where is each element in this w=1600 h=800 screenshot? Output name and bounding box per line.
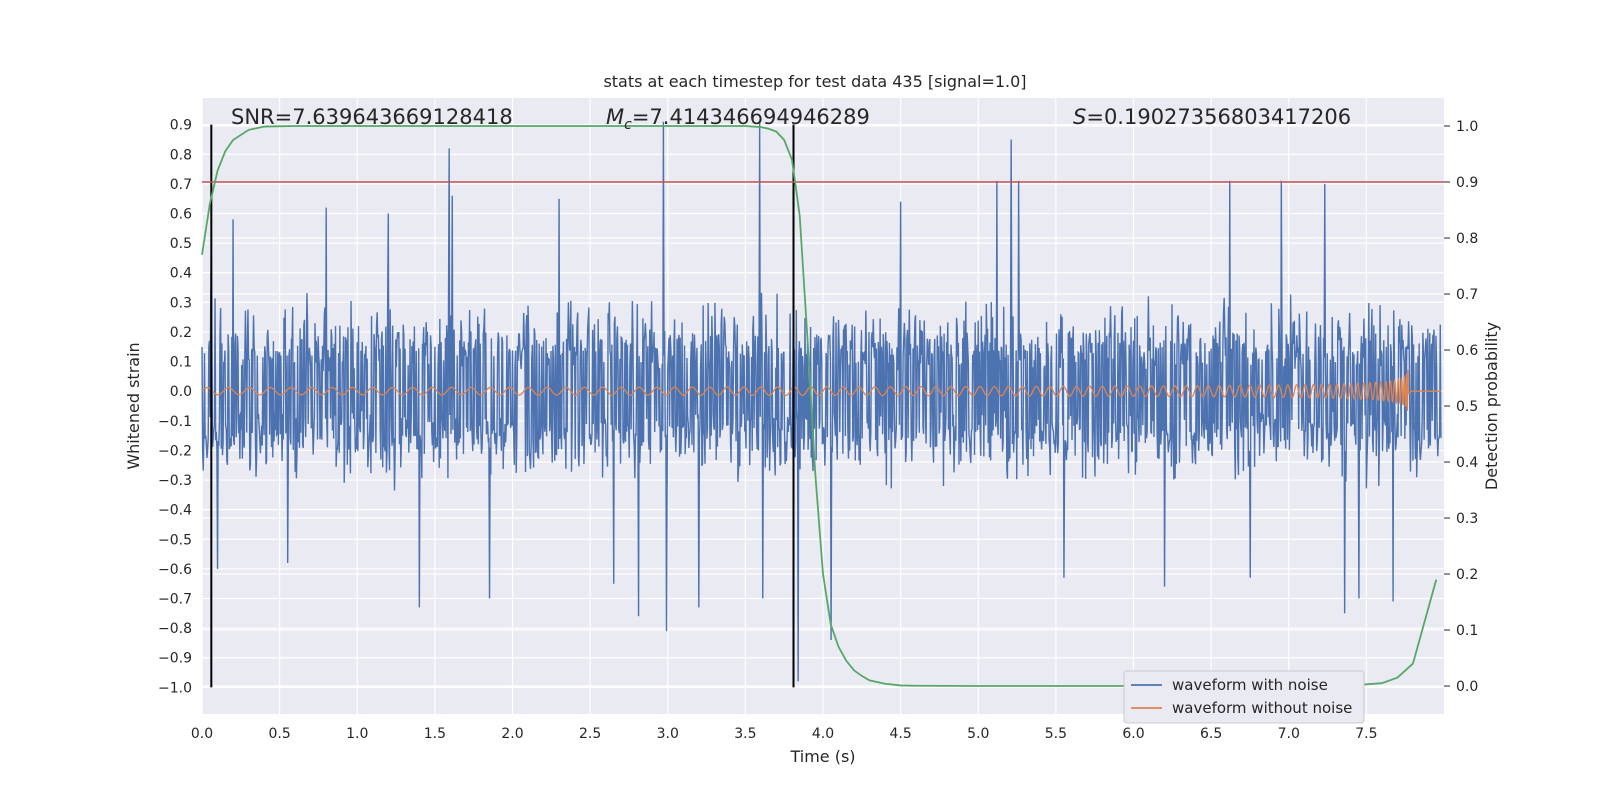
legend-label-noise: waveform with noise [1172,676,1328,694]
y-left-tick-label-19: −1.0 [158,680,192,696]
chirp-mass-subscript: c [624,117,632,133]
snr-annotation: SNR=7.639643669128418 [231,105,513,129]
y-left-tick-label-2: 0.7 [170,177,192,193]
score-annotation: S=0.19027356803417206 [1073,105,1351,129]
y-left-tick-label-7: 0.2 [170,325,192,341]
x-tick-label-12: 6.0 [1122,726,1144,742]
y-right-tick-label-6: 0.4 [1456,455,1478,471]
y-right-tick-label-10: 0.0 [1456,679,1478,695]
noise-series [201,121,1442,682]
x-tick-label-15: 7.5 [1355,726,1377,742]
y-right-tick-label-0: 1.0 [1456,119,1478,135]
x-tick-label-13: 6.5 [1200,726,1222,742]
y-left-tick-label-16: −0.7 [158,592,192,608]
x-tick-label-3: 1.5 [424,726,446,742]
x-tick-label-2: 1.0 [346,726,368,742]
legend-box [1123,670,1365,724]
x-tick-label-10: 5.0 [967,726,989,742]
y-left-tick-label-15: −0.6 [158,562,192,578]
x-tick-label-7: 3.5 [734,726,756,742]
x-tick-label-1: 0.5 [268,726,290,742]
chirp-mass-symbol: M [606,105,624,129]
noise-line [201,121,1442,682]
y-right-tick-label-2: 0.8 [1456,231,1478,247]
y-left-tick-label-14: −0.5 [158,532,192,548]
legend-label-clean: waveform without noise [1172,699,1352,717]
x-tick-label-6: 3.0 [657,726,679,742]
y-left-tick-label-1: 0.8 [170,147,192,163]
x-tick-label-8: 4.0 [812,726,834,742]
y-axis-right-ticks: 1.0 0.9 0.8 0.7 0.6 0.5 0.4 0.3 0.2 0.1 0.0 [1444,119,1478,695]
y-right-tick-label-7: 0.3 [1456,511,1478,527]
y-axis-left-ticks: 0.9 0.8 0.7 0.6 0.5 0.4 0.3 0.2 0.1 0.0 −0.1 −0.2 −0… [158,118,192,697]
x-axis-ticks: 0.0 0.5 1.0 1.5 2.0 2.5 3.0 3.5 4.0 4.5 5.0 5.5 6.0 6… [191,726,1378,742]
x-tick-label-5: 2.5 [579,726,601,742]
y-left-tick-label-10: −0.1 [158,414,192,430]
chirp-mass-value: =7.414346694946289 [632,105,870,129]
y-right-tick-label-3: 0.7 [1456,287,1478,303]
clean-series [201,369,1441,412]
y-left-tick-label-6: 0.3 [170,295,192,311]
x-tick-label-9: 4.5 [889,726,911,742]
chart-title: stats at each timestep for test data 435… [603,72,1026,91]
y-left-tick-label-18: −0.9 [158,651,192,667]
score-value: =0.19027356803417206 [1086,105,1351,129]
y-left-tick-label-17: −0.8 [158,621,192,637]
chirp-mass-annotation: Mc=7.414346694946289 [606,105,870,133]
y-right-tick-label-4: 0.6 [1456,343,1478,359]
vertical-markers [202,124,1444,688]
y-left-tick-label-12: −0.3 [158,473,192,489]
x-axis-label: Time (s) [789,747,855,766]
y-left-tick-label-11: −0.2 [158,443,192,459]
x-tick-label-11: 5.5 [1045,726,1067,742]
y-left-tick-label-3: 0.6 [170,207,192,223]
y-right-tick-label-8: 0.2 [1456,567,1478,583]
y-left-tick-label-0: 0.9 [170,118,192,134]
y-left-tick-label-8: 0.1 [170,355,192,371]
score-symbol: S [1073,105,1086,129]
y-left-tick-label-5: 0.4 [170,266,192,282]
y-axis-left-label: Whitened strain [124,342,143,469]
clean-line [201,369,1441,412]
x-tick-label-0: 0.0 [191,726,213,742]
y-left-tick-label-9: 0.0 [170,384,192,400]
y-right-tick-label-9: 0.1 [1456,623,1478,639]
y-left-tick-label-4: 0.5 [170,236,192,252]
y-axis-right-label: Detection probability [1482,322,1501,490]
y-left-tick-label-13: −0.4 [158,503,192,519]
y-right-tick-label-5: 0.5 [1456,399,1478,415]
x-tick-label-4: 2.0 [501,726,523,742]
legend: waveform with noise waveform without noi… [1123,670,1365,724]
x-tick-label-14: 7.0 [1278,726,1300,742]
y-right-tick-label-1: 0.9 [1456,175,1478,191]
